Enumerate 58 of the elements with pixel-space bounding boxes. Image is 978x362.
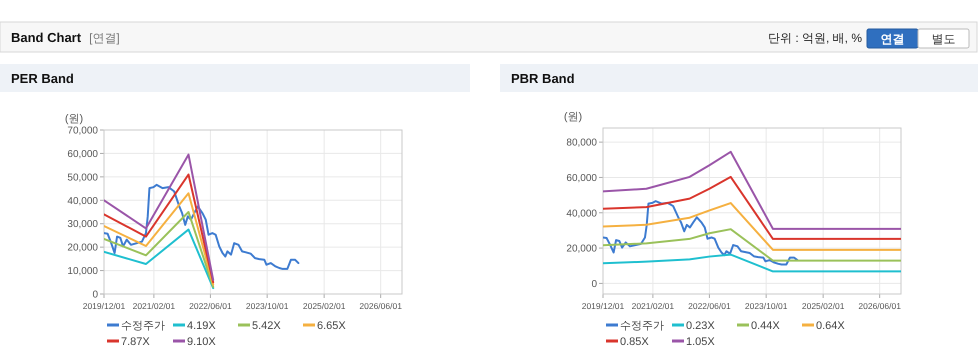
x-tick-label: 2026/06/01	[359, 301, 402, 311]
legend-label: 4.19X	[187, 320, 216, 332]
y-axis-title: (원)	[64, 113, 84, 125]
legend-label: 9.10X	[187, 336, 216, 348]
line-series	[104, 154, 214, 281]
y-tick-label: 0	[92, 290, 98, 300]
x-tick-label: 2023/10/01	[246, 301, 289, 311]
line-series	[104, 211, 214, 288]
line-series	[603, 200, 798, 266]
x-tick-label: 2025/02/01	[802, 301, 845, 311]
line-series	[603, 254, 901, 272]
y-tick-label: 10,000	[67, 266, 98, 278]
y-tick-label: 30,000	[67, 219, 98, 230]
x-tick-label: 2025/02/01	[302, 301, 346, 311]
line-series	[104, 174, 214, 284]
x-tick-label: 2026/06/01	[858, 301, 902, 311]
chart-title: PBR Band	[511, 71, 575, 86]
legend-label: 0.44X	[751, 320, 780, 332]
legend-label: 수정주가	[620, 320, 664, 332]
text: 별도	[932, 32, 956, 46]
y-tick-label: 80,000	[566, 138, 598, 149]
chart-title: PER Band	[11, 71, 74, 86]
y-tick-label: 50,000	[67, 172, 98, 184]
line-series	[603, 202, 901, 251]
legend-label: 1.05X	[686, 336, 716, 348]
line-series	[104, 228, 214, 290]
legend-label: 0.85X	[620, 336, 650, 348]
y-tick-label: 40,000	[566, 208, 598, 220]
x-tick-label: 2022/06/01	[189, 301, 232, 311]
x-tick-label: 2019/12/01	[82, 301, 126, 311]
x-tick-label: 2022/06/01	[688, 301, 731, 311]
x-tick-label: 2021/02/01	[632, 301, 674, 311]
line-series	[603, 150, 901, 230]
y-tick-label: 0	[591, 278, 598, 290]
legend-label: 0.23X	[686, 320, 716, 332]
legend-label: 7.87X	[121, 336, 150, 348]
y-tick-label: 60,000	[566, 172, 598, 184]
x-tick-label: 2023/10/01	[744, 301, 788, 311]
line-series	[603, 228, 901, 262]
legend-label: 6.65X	[317, 320, 346, 332]
legend-label: 0.64X	[816, 320, 846, 332]
y-tick-label: 60,000	[67, 148, 98, 160]
line-series	[104, 184, 300, 270]
x-tick-label: 2021/02/01	[132, 301, 176, 311]
y-axis-title: (원)	[564, 111, 582, 123]
line-series	[603, 176, 901, 240]
y-tick-label: 20,000	[67, 242, 98, 254]
legend-label: 5.42X	[252, 320, 282, 332]
y-tick-label: 20,000	[566, 244, 598, 255]
y-tick-label: 70,000	[67, 126, 98, 136]
legend-label: 수정주가	[121, 320, 165, 332]
y-tick-label: 40,000	[67, 196, 98, 207]
x-tick-label: 2019/12/01	[582, 301, 625, 311]
text: [연결]	[89, 31, 120, 45]
text: 단위 : 억원, 배, %	[768, 31, 862, 45]
line-series	[104, 192, 214, 286]
text: Band Chart	[11, 30, 82, 45]
text: 연결	[880, 32, 904, 46]
